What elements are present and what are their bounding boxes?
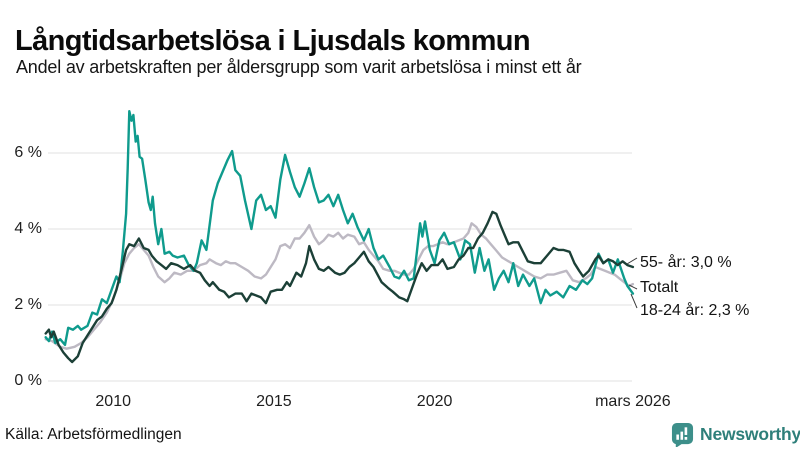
source-attribution: Källa: Arbetsförmedlingen bbox=[5, 426, 182, 443]
series-line-18-24-r bbox=[44, 109, 635, 347]
y-tick-6: 6 % bbox=[14, 144, 42, 161]
logo-exclaim-dot bbox=[684, 436, 688, 440]
newsworthy-wordmark: Newsworthy bbox=[700, 424, 800, 444]
logo-bar-exclaim bbox=[684, 427, 688, 435]
x-tick-2020: 2020 bbox=[416, 393, 453, 410]
y-tick-4: 4 % bbox=[14, 220, 42, 237]
chart-title: Långtidsarbetslösa i Ljusdals kommun bbox=[15, 25, 531, 58]
logo-bar-medium bbox=[680, 431, 684, 440]
logo-bar-short bbox=[676, 434, 679, 440]
connector-18-24-line bbox=[630, 293, 638, 309]
x-tick-2015: 2015 bbox=[256, 393, 292, 410]
connector-totalt-line bbox=[628, 284, 638, 290]
y-tick-2: 2 % bbox=[14, 296, 42, 313]
end-label-55: 55- år: 3,0 % bbox=[640, 254, 732, 271]
end-label-18-24: 18-24 år: 2,3 % bbox=[640, 302, 750, 319]
series-group bbox=[44, 109, 635, 364]
x-tick-2010: 2010 bbox=[95, 393, 131, 410]
gridlines-group bbox=[48, 152, 632, 382]
y-tick-0: 0 % bbox=[14, 372, 42, 389]
x-tick-mars-2026: mars 2026 bbox=[595, 393, 671, 410]
series-line-55-r bbox=[44, 210, 635, 364]
annotation-connectors bbox=[626, 257, 638, 309]
chart-subtitle: Andel av arbetskraften per åldersgrupp s… bbox=[16, 57, 582, 77]
series-line-totalt bbox=[44, 222, 635, 350]
end-label-totalt: Totalt bbox=[640, 279, 679, 296]
connector-55-line bbox=[626, 257, 638, 265]
newsworthy-logo-icon bbox=[671, 423, 694, 447]
newsworthy-brand: Newsworthy bbox=[671, 422, 800, 447]
